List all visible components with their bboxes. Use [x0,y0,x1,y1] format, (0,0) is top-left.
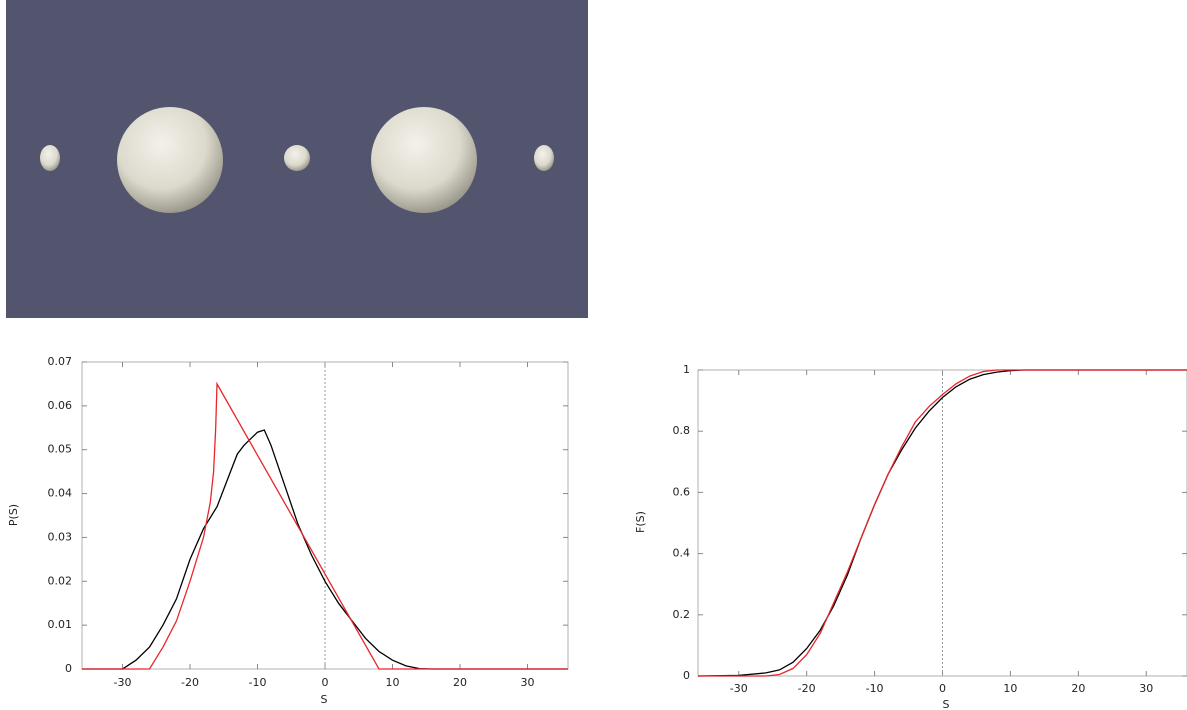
x-axis-label: S [943,698,950,710]
y-axis-label: F(S) [634,511,647,533]
x-tick-label: 10 [386,676,400,689]
y-tick-label: 0.06 [48,399,73,412]
x-tick-label: 10 [1003,682,1017,695]
y-tick-label: 0.07 [48,355,73,368]
x-tick-label: 0 [322,676,329,689]
y-tick-label: 0.2 [673,608,691,621]
y-tick-label: 0.6 [673,485,691,498]
y-tick-label: 0 [65,662,72,675]
x-tick-label: 20 [1071,682,1085,695]
data-line [82,381,568,670]
data-line [82,429,568,670]
x-tick-label: -20 [798,682,816,695]
x-tick-label: 0 [939,682,946,695]
x-tick-label: 30 [1139,682,1153,695]
render-view [6,0,588,318]
y-axis-label: P(S) [7,504,20,526]
y-tick-label: 0.4 [673,547,691,560]
x-tick-label: 30 [521,676,535,689]
y-tick-label: 1 [683,363,690,376]
x-tick-label: 20 [453,676,467,689]
x-tick-label: -30 [114,676,132,689]
y-tick-label: 0.04 [48,487,73,500]
y-tick-label: 0.03 [48,530,73,543]
y-tick-label: 0.8 [673,424,691,437]
x-tick-label: -10 [249,676,267,689]
y-tick-label: 0 [683,669,690,682]
y-tick-label: 0.02 [48,574,73,587]
y-tick-label: 0.01 [48,618,73,631]
x-axis-label: S [321,693,328,706]
data-line [698,369,1187,677]
y-tick-label: 0.05 [48,443,73,456]
x-tick-label: -20 [181,676,199,689]
x-tick-label: -10 [866,682,884,695]
x-tick-label: -30 [730,682,748,695]
